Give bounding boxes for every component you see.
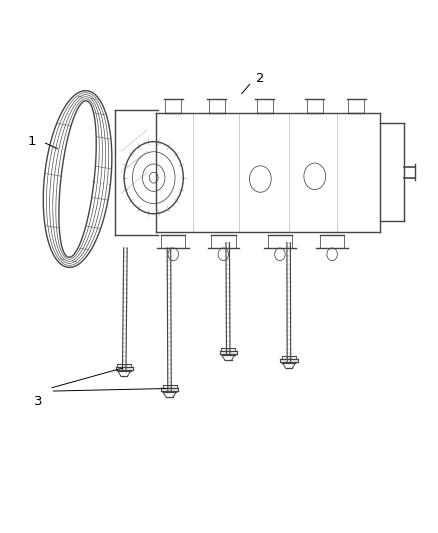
Text: 2: 2 — [256, 72, 265, 85]
Text: 3: 3 — [34, 395, 42, 408]
Text: 1: 1 — [28, 135, 36, 148]
